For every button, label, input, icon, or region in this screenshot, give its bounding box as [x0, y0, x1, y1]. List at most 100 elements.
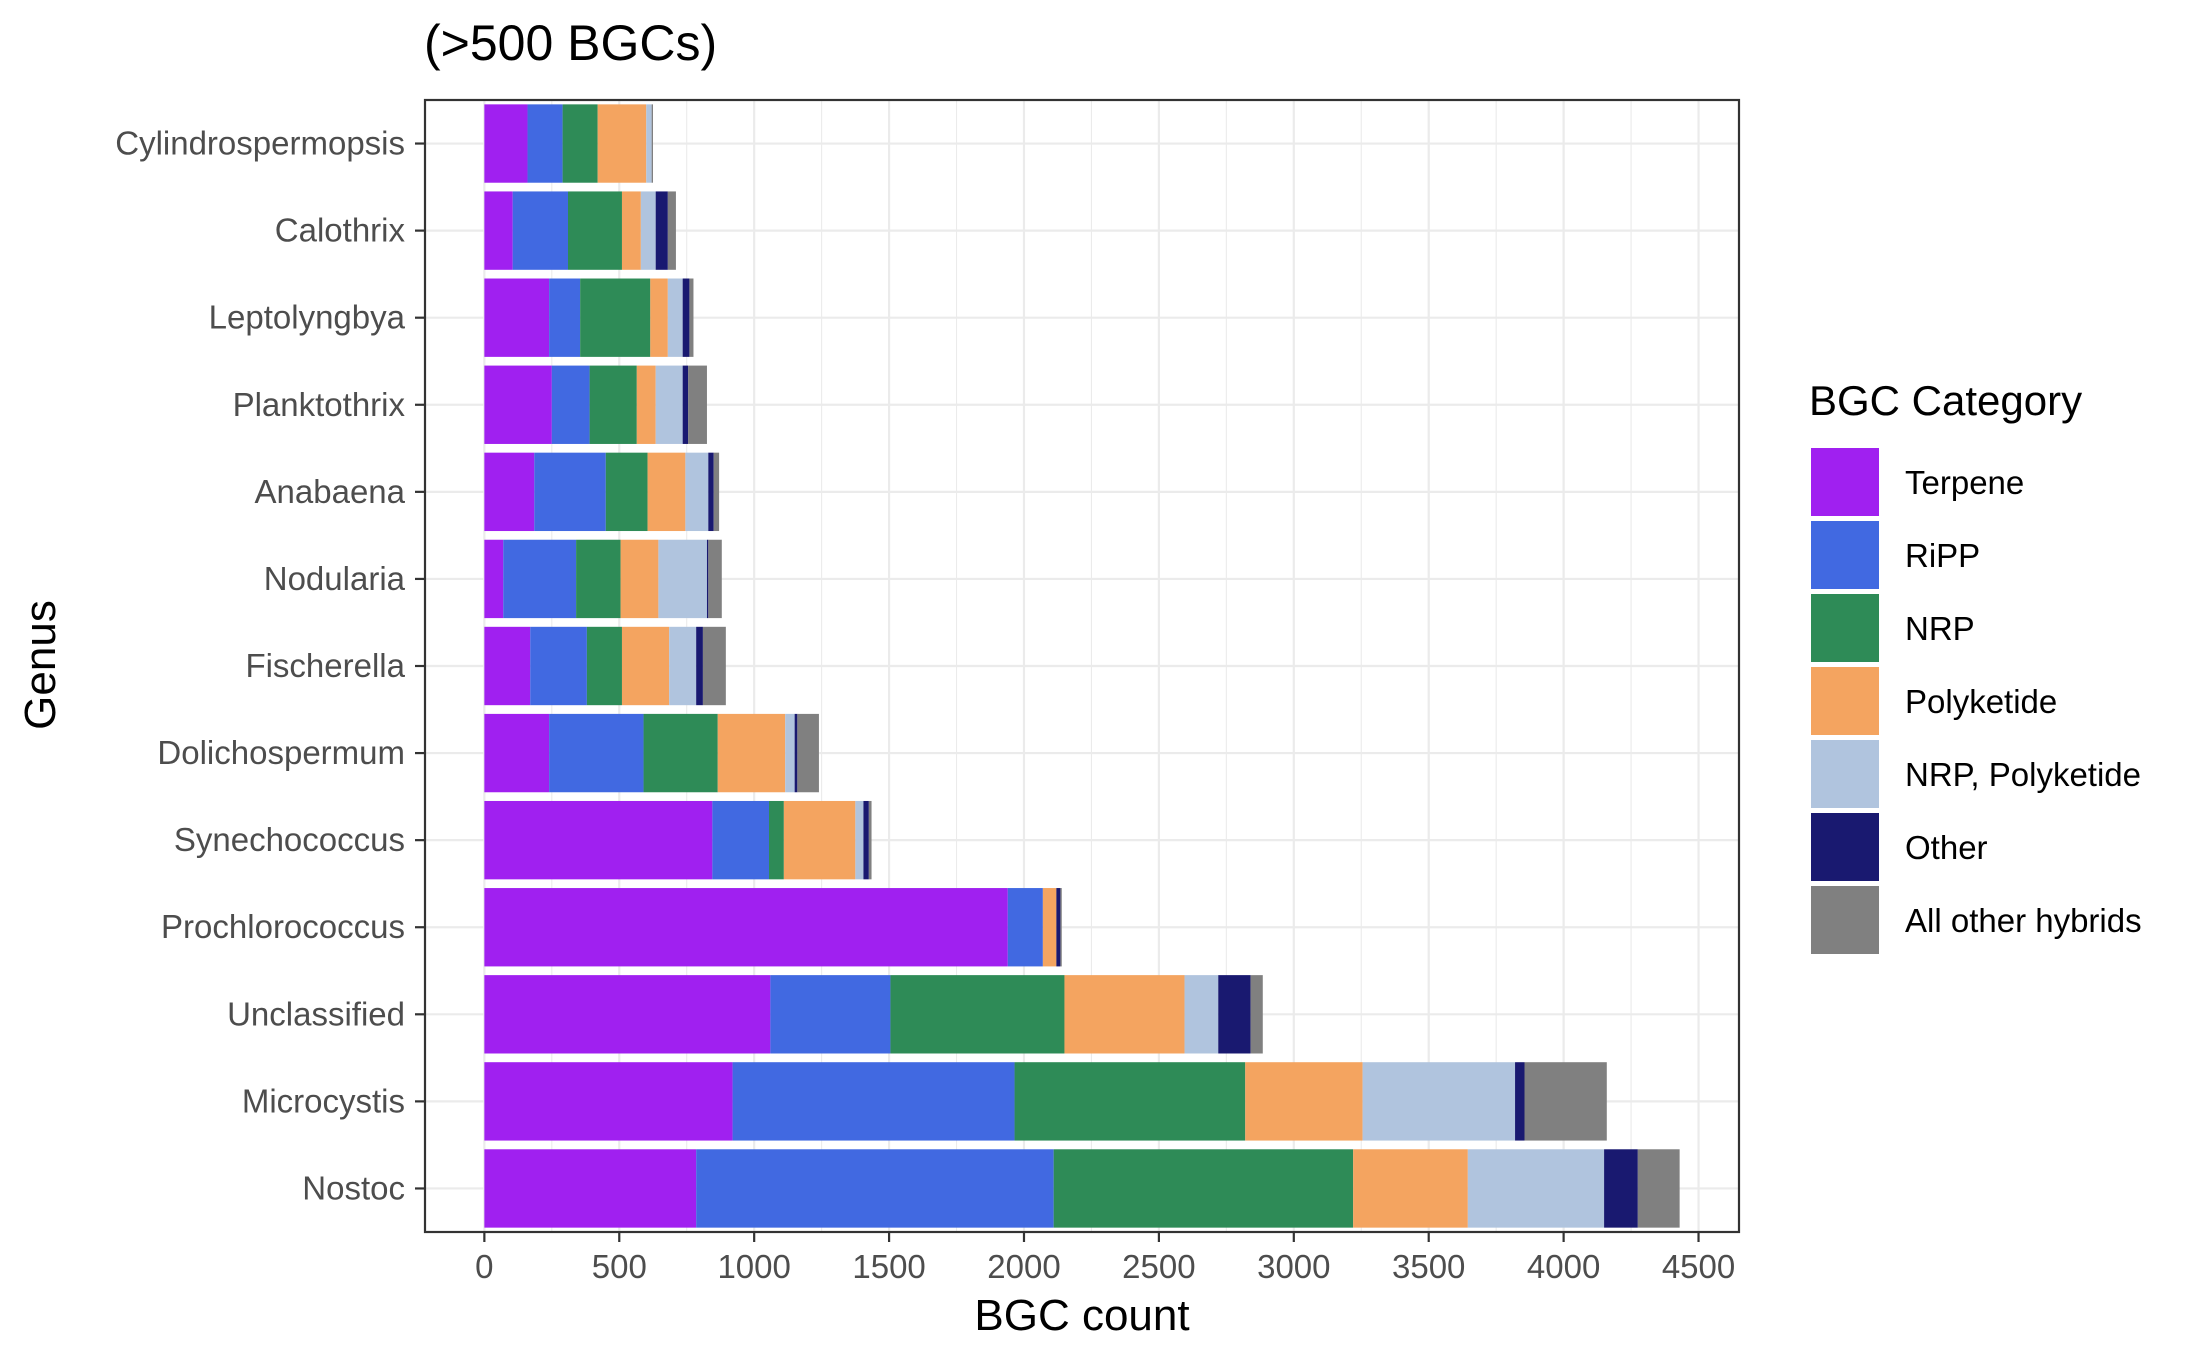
bar-segment-nrp-polyketide [855, 800, 864, 880]
y-tick-label: Prochlorococcus [161, 908, 405, 945]
bar-segment-polyketide [1245, 1062, 1363, 1141]
bar-segment-nrp [589, 365, 637, 444]
legend-label: NRP [1905, 610, 1975, 647]
bar-segment-polyketide [1064, 975, 1185, 1054]
bar-segment-terpene [484, 888, 1008, 967]
bar-segment-terpene [484, 539, 504, 619]
bar-segment-ripp [512, 191, 569, 270]
bars [484, 104, 1680, 1228]
bar-segment-terpene [484, 713, 550, 793]
legend-key [1811, 448, 1879, 516]
bar-segment-polyketide [650, 278, 668, 357]
y-axis: Cylindrospermopsis Calothrix Leptolyngbya P… [115, 125, 425, 1206]
bar-segment-other [1056, 888, 1061, 967]
bar-segment-ripp [770, 975, 891, 1054]
legend-key [1811, 521, 1879, 589]
x-tick-label: 500 [592, 1248, 647, 1285]
bar-segment-all-other-hybrids [797, 713, 819, 793]
bar-segment-nrp-polyketide [655, 365, 683, 444]
legend-key [1811, 740, 1879, 808]
legend-item-other: Other [1811, 813, 1988, 881]
bar-segment-nrp [586, 626, 622, 706]
bar-segment-nrp-polyketide [1467, 1149, 1605, 1228]
legend-title: BGC Category [1809, 377, 2082, 424]
legend-key [1811, 813, 1879, 881]
y-tick-label: Nodularia [264, 560, 406, 597]
bar-segment-terpene [484, 1149, 697, 1228]
bar-segment-nrp [562, 104, 598, 183]
bar-segment-terpene [484, 278, 550, 357]
bar-segment-nrp-polyketide [685, 452, 709, 532]
x-tick-label: 0 [475, 1248, 493, 1285]
x-tick-label: 3500 [1392, 1248, 1465, 1285]
bar-group-synechococcus [484, 800, 872, 880]
legend-label: NRP, Polyketide [1905, 756, 2141, 793]
bar-segment-ripp [732, 1062, 1015, 1141]
legend-key [1811, 594, 1879, 662]
bar-segment-other [682, 278, 690, 357]
bar-segment-terpene [484, 365, 552, 444]
bar-segment-polyketide [783, 800, 856, 880]
bar-segment-all-other-hybrids [651, 104, 653, 183]
bar-segment-terpene [484, 626, 531, 706]
bar-group-cylindrospermopsis [484, 104, 653, 183]
bar-group-unclassified [484, 975, 1263, 1054]
bar-segment-other [1604, 1149, 1638, 1228]
y-tick-label: Dolichospermum [157, 734, 405, 771]
bar-segment-all-other-hybrids [708, 539, 722, 619]
bar-segment-terpene [484, 1062, 733, 1141]
legend-item-terpene: Terpene [1811, 448, 2024, 516]
legend-label: Polyketide [1905, 683, 2057, 720]
bar-segment-all-other-hybrids [868, 800, 872, 880]
bar-segment-ripp [549, 713, 644, 793]
legend-label: Terpene [1905, 464, 2024, 501]
x-axis: 0 500 1000 1500 2000 2500 3000 3500 4000 4500 [475, 1232, 1735, 1285]
bar-segment-nrp [580, 278, 651, 357]
bar-segment-terpene [484, 800, 713, 880]
bar-segment-all-other-hybrids [1060, 888, 1062, 967]
y-tick-label: Microcystis [242, 1082, 405, 1119]
bar-segment-polyketide [647, 452, 686, 532]
bar-segment-all-other-hybrids [1637, 1149, 1680, 1228]
legend: BGC Category Terpene RiPP NRP Polyketide NRP… [1809, 377, 2142, 954]
bar-segment-all-other-hybrids [667, 191, 676, 270]
bar-segment-polyketide [621, 191, 641, 270]
bar-segment-nrp-polyketide [658, 539, 707, 619]
x-tick-label: 2000 [987, 1248, 1060, 1285]
bar-segment-ripp [530, 626, 587, 706]
legend-item-nrp: NRP [1811, 594, 1975, 662]
bar-group-nodularia [484, 539, 722, 619]
legend-item-polyketide: Polyketide [1811, 667, 2057, 735]
bar-segment-other [1515, 1062, 1525, 1141]
bar-segment-nrp [1053, 1149, 1354, 1228]
x-tick-label: 4000 [1527, 1248, 1600, 1285]
bar-segment-terpene [484, 104, 528, 183]
bar-group-fischerella [484, 626, 726, 706]
bar-segment-terpene [484, 191, 513, 270]
bar-segment-nrp-polyketide [669, 626, 697, 706]
bar-segment-ripp [1007, 888, 1043, 967]
legend-item-all-other-hybrids: All other hybrids [1811, 886, 2142, 954]
legend-label: All other hybrids [1905, 902, 2142, 939]
bar-segment-other [863, 800, 869, 880]
bar-segment-other [1218, 975, 1251, 1054]
bar-segment-ripp [696, 1149, 1054, 1228]
bar-segment-nrp [576, 539, 621, 619]
bar-segment-ripp [549, 278, 581, 357]
bar-segment-ripp [534, 452, 606, 532]
bar-segment-nrp-polyketide [646, 104, 652, 183]
bar-segment-all-other-hybrids [1250, 975, 1263, 1054]
x-tick-label: 1500 [852, 1248, 925, 1285]
bar-segment-all-other-hybrids [689, 278, 694, 357]
y-axis-title: Genus [16, 600, 65, 730]
bar-segment-nrp [1014, 1062, 1246, 1141]
bar-group-calothrix [484, 191, 676, 270]
bar-segment-polyketide [717, 713, 786, 793]
bar-segment-other [696, 626, 703, 706]
y-tick-label: Nostoc [302, 1169, 405, 1206]
bar-segment-ripp [712, 800, 770, 880]
bar-segment-polyketide [621, 626, 670, 706]
legend-label: Other [1905, 829, 1988, 866]
legend-item-ripp: RiPP [1811, 521, 1980, 589]
bar-group-nostoc [484, 1149, 1680, 1228]
